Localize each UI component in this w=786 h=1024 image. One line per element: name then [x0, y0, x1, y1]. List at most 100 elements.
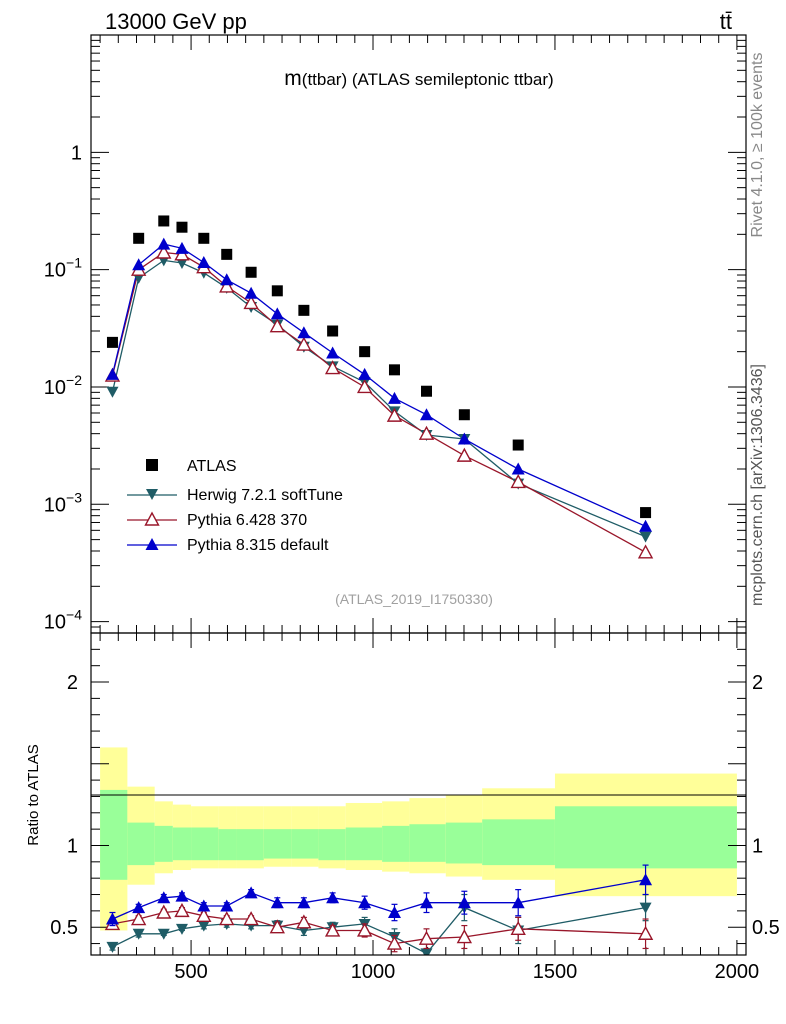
- pythia8-ratio-point: [297, 896, 311, 909]
- pythia6-main-point: [637, 544, 654, 559]
- ratio-x-axis-ticks: [99, 633, 738, 955]
- legend-pythia8-marker: [145, 538, 159, 550]
- main-ytick-exponent: −2: [66, 372, 82, 388]
- atlas-main-point: [106, 336, 118, 348]
- herwig-ratio-line: [112, 906, 646, 955]
- pythia8-main-point: [220, 273, 234, 286]
- pythia6-main-point: [296, 336, 312, 351]
- xtick-label: 1500: [533, 961, 578, 983]
- header-energy-label: 13000 GeV pp: [105, 9, 247, 34]
- main-ytick-label: 1: [71, 142, 82, 164]
- pythia6-ratio-point: [156, 904, 172, 919]
- pythia6-main-point: [386, 407, 403, 422]
- pythia8-main-point: [358, 367, 372, 380]
- main-ytick-label: 10−4: [44, 607, 82, 634]
- main-x-axis-ticks: [99, 35, 738, 633]
- title-rest: (ttbar) (ATLAS semileptonic ttbar): [302, 70, 554, 89]
- pythia8-main-point: [639, 519, 653, 532]
- x-axis-tick-labels: 500 1000 1500 2000: [174, 961, 759, 983]
- ratio-band-inner: [445, 822, 483, 864]
- xtick-label: 500: [174, 961, 207, 983]
- pythia8-main-point: [157, 237, 171, 250]
- ratio-ytick-label: 0.5: [50, 917, 78, 939]
- pythia8-ratio-point: [197, 899, 211, 912]
- ratio-ytick-label: 1: [67, 835, 78, 857]
- pythia6-main-point: [418, 425, 435, 440]
- xtick-label: 2000: [715, 961, 760, 983]
- main-ytick-label: 10−1: [44, 255, 82, 282]
- ratio-band-inner: [218, 829, 237, 861]
- ratio-ytick-label: 2: [67, 672, 78, 694]
- atlas-main-point: [640, 507, 652, 519]
- pythia8-ratio-point: [175, 889, 189, 902]
- pythia8-main-point: [420, 408, 434, 421]
- herwig-ratio-point: [157, 928, 170, 940]
- main-ytick-base: 10: [44, 612, 66, 634]
- atlas-main-point: [158, 215, 170, 227]
- pythia8-ratio-point: [157, 891, 171, 904]
- ratio-series-markers: [104, 864, 654, 955]
- main-series-markers: [104, 215, 654, 559]
- main-ytick-exponent: −1: [66, 255, 82, 271]
- atlas-main-point: [176, 221, 188, 233]
- legend: ATLAS Herwig 7.2.1 softTune Pythia 6.428…: [127, 458, 343, 554]
- atlas-main-point: [327, 325, 339, 337]
- pythia6-main-point: [510, 474, 526, 489]
- pythia8-ratio-line: [112, 879, 646, 920]
- ratio-ytick-label-right: 0.5: [752, 917, 780, 939]
- herwig-ratio-point: [420, 948, 433, 955]
- pythia8-main-line: [111, 243, 646, 527]
- pythia6-ratio-point: [418, 930, 435, 945]
- atlas-main-point: [359, 346, 371, 358]
- legend-atlas-marker: [146, 459, 158, 471]
- pythia6-ratio-point: [510, 920, 526, 936]
- atlas-main-point: [298, 304, 310, 316]
- pythia8-main-point: [244, 286, 258, 299]
- ratio-band-inner: [127, 822, 155, 866]
- main-ytick-label: 10−2: [44, 372, 82, 399]
- ratio-band-inner: [191, 827, 219, 861]
- analysis-id-label: (ATLAS_2019_I1750330): [335, 591, 493, 607]
- main-ytick-label: 10−3: [44, 489, 82, 516]
- pythia8-ratio-point: [105, 912, 119, 925]
- pythia8-ratio-point: [420, 896, 434, 909]
- atlas-main-point: [458, 409, 470, 421]
- ratio-band-inner: [482, 819, 555, 866]
- pythia6-ratio-point: [269, 919, 285, 934]
- ratio-band-inner: [100, 789, 128, 880]
- pythia8-main-point: [175, 241, 189, 254]
- atlas-main-point: [133, 232, 145, 244]
- mcplots-label: mcplots.cern.ch [arXiv:1306.3436]: [749, 364, 766, 606]
- main-ytick-base: 10: [44, 494, 66, 516]
- pythia8-ratio-point: [358, 896, 372, 909]
- atlas-main-point: [512, 439, 524, 451]
- herwig-ratio-point: [639, 902, 652, 914]
- legend-pythia6-label: Pythia 6.428 370: [187, 512, 307, 529]
- pythia8-main-point: [132, 258, 146, 271]
- pythia8-ratio-point: [270, 896, 284, 909]
- atlas-main-point: [421, 385, 433, 397]
- herwig-main-point: [106, 386, 119, 398]
- herwig-ratio-point: [132, 928, 145, 940]
- pythia8-ratio-point: [639, 873, 653, 886]
- pythia6-ratio-point: [456, 929, 473, 944]
- ratio-y-axis-ticks: 0.5 0.5 1 1 2 2: [50, 648, 780, 945]
- pythia8-ratio-point: [326, 891, 340, 904]
- pythia6-main-point: [219, 278, 235, 293]
- herwig-ratio-point: [197, 920, 210, 932]
- pythia8-main-point: [511, 462, 525, 475]
- rivet-version-label: Rivet 4.1.0, ≥ 100k events: [749, 53, 766, 238]
- pythia6-ratio-point: [219, 911, 235, 926]
- pythia8-main-point: [457, 432, 471, 445]
- pythia6-ratio-point: [130, 911, 147, 926]
- pythia6-ratio-line: [112, 910, 646, 945]
- legend-pythia6-marker: [144, 511, 160, 526]
- pythia8-main-point: [326, 346, 340, 359]
- legend-atlas-label: ATLAS: [187, 458, 237, 475]
- pythia8-ratio-point: [220, 899, 234, 912]
- herwig-ratio-point: [106, 941, 119, 953]
- pythia8-main-point: [105, 367, 119, 380]
- ratio-band-inner: [172, 827, 192, 861]
- atlas-main-point: [388, 364, 400, 376]
